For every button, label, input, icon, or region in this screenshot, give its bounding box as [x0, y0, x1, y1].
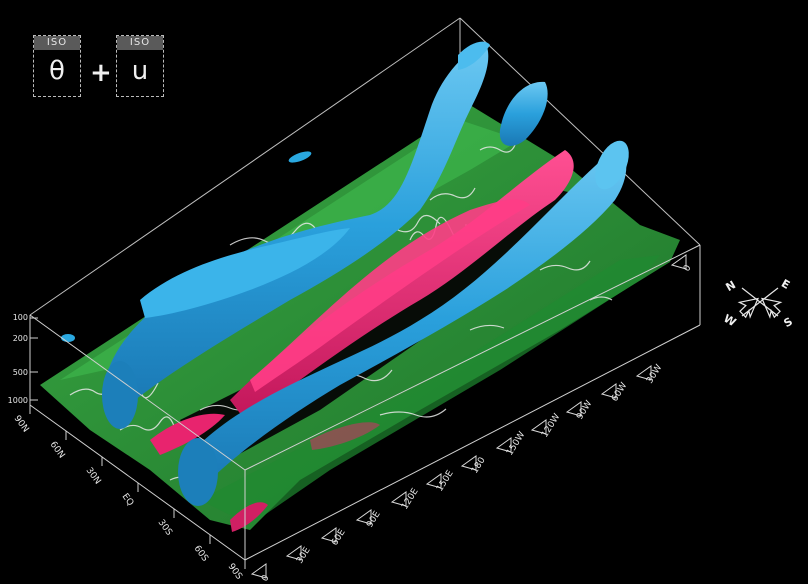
longitude-tick-label: 60W: [610, 381, 629, 404]
pressure-tick-label: 200: [13, 334, 28, 343]
legend-theta-box: ISO θ: [33, 35, 81, 97]
longitude-tick-label: 150E: [435, 469, 456, 494]
longitude-markers: [250, 254, 687, 579]
pressure-ticks: [30, 317, 38, 401]
latitude-tick-label: 90S: [226, 562, 244, 582]
longitude-tick-label: 0: [682, 263, 694, 273]
longitude-tick-label: 150W: [505, 430, 527, 457]
compass-west: W: [721, 312, 738, 329]
latitude-tick-label: 60S: [192, 544, 210, 564]
longitude-tick-label: 120W: [540, 412, 562, 439]
legend-plus: +: [90, 58, 112, 88]
u-negative-isosurface: [150, 150, 574, 532]
pressure-tick-label: 100: [13, 313, 28, 322]
latitude-tick-label: 60N: [48, 440, 67, 461]
compass-south: S: [782, 315, 795, 330]
legend-theta-symbol: θ: [49, 56, 65, 86]
legend-theta-tag: ISO: [34, 36, 80, 50]
latitude-ticks: [29, 405, 246, 569]
longitude-tick-label: 90W: [575, 399, 594, 422]
legend-u-tag: ISO: [117, 36, 163, 50]
compass-arrows-icon: [737, 287, 783, 319]
latitude-tick-label: 30N: [84, 466, 103, 487]
longitude-tick-label: 0: [260, 573, 272, 583]
longitude-tick-label: 30W: [645, 363, 664, 386]
latitude-tick-label: 30S: [156, 518, 174, 538]
compass-rose: N E W S: [721, 277, 795, 330]
pressure-tick-label: 1000: [8, 396, 28, 405]
longitude-tick-label: 120E: [400, 487, 421, 512]
latitude-tick-label: EQ: [120, 492, 136, 508]
compass-east: E: [779, 277, 792, 292]
u-positive-isosurface: [61, 41, 629, 506]
compass-north: N: [724, 278, 738, 294]
bounding-box-front: [29, 244, 701, 561]
latitude-tick-label: 90N: [12, 414, 31, 435]
pressure-tick-label: 500: [13, 368, 28, 377]
legend-u-box: ISO u: [116, 35, 164, 97]
legend-u-symbol: u: [131, 56, 149, 86]
